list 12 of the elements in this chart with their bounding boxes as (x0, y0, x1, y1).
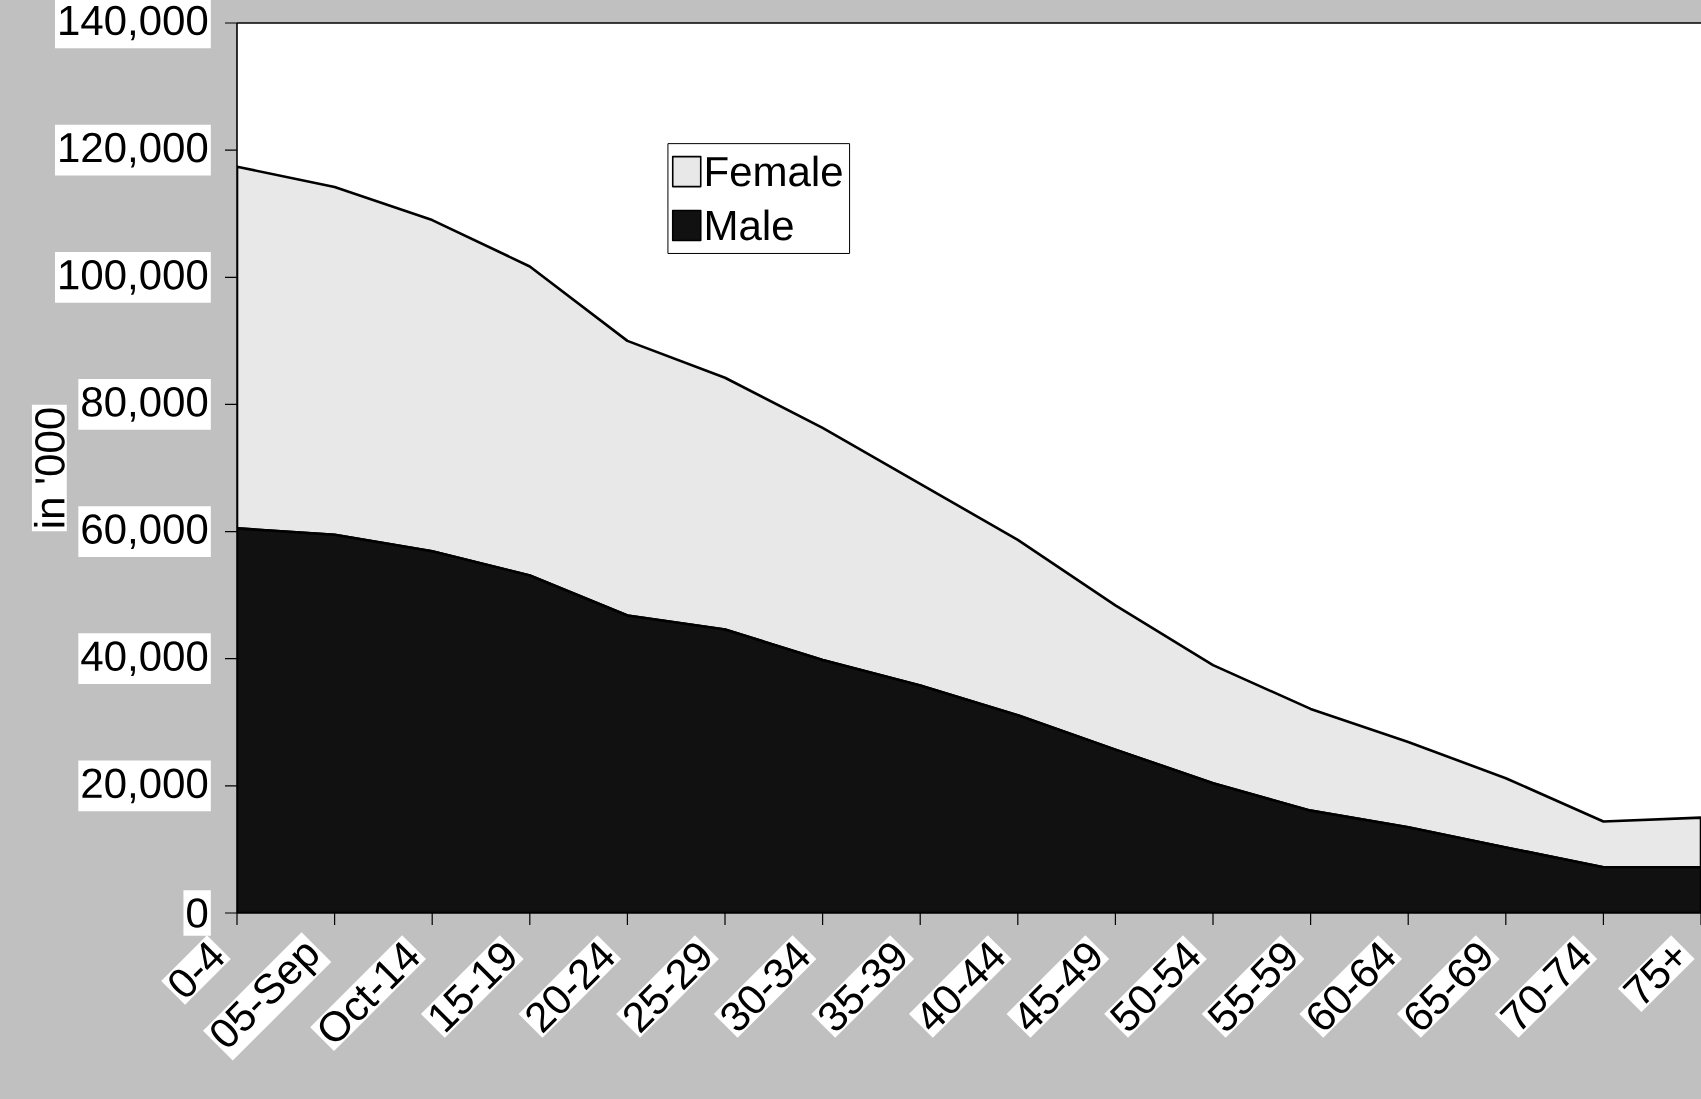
y-tick-label: 80,000 (82, 387, 208, 422)
y-axis-title: in '000 (33, 408, 65, 527)
y-tick-label: 0 (187, 898, 208, 928)
y-tick-label: 60,000 (82, 514, 208, 549)
y-tick-label: 140,000 (60, 5, 208, 41)
y-tick-label: 100,000 (60, 259, 208, 295)
y-tick-label: 120,000 (60, 132, 208, 168)
legend-label: Male (706, 209, 793, 241)
y-tick-label: 20,000 (82, 768, 208, 804)
x-tick-label: 75+ (1622, 949, 1682, 1004)
y-tick-label: 40,000 (81, 641, 208, 677)
legend-label: Female (706, 155, 842, 187)
